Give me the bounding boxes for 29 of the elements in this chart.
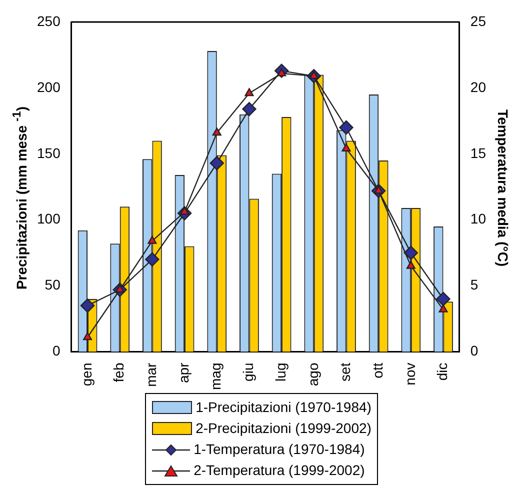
y2-tick-label: 25 <box>470 12 486 29</box>
x-tick-label: mag <box>208 362 224 390</box>
y2-tick-label: 15 <box>470 144 486 161</box>
y-tick-label: 150 <box>37 144 61 161</box>
y-tick-label: 250 <box>37 12 61 29</box>
y2-tick-label: 5 <box>470 276 478 293</box>
x-tick-label: mar <box>143 362 160 387</box>
x-tick-label: lug <box>272 362 288 382</box>
y-tick-label: 100 <box>37 210 61 227</box>
legend-label: 1-Temperatura (1970-1984) <box>194 440 365 459</box>
x-tick-label: gen <box>78 362 94 386</box>
y-tick-label: 50 <box>44 276 61 293</box>
y2-axis-title: Temperatura media (°C) <box>495 109 511 267</box>
y-tick-label: 200 <box>37 78 61 95</box>
legend-label: 2-Temperatura (1999-2002) <box>194 461 365 480</box>
x-tick-label: giu <box>240 362 256 382</box>
y2-tick-label: 10 <box>470 210 486 227</box>
legend-label: 1-Precipitazioni (1970-1984) <box>196 398 372 417</box>
x-tick-label: set <box>337 362 354 382</box>
x-tick-label: nov <box>402 362 418 386</box>
x-tick-label: dic <box>434 362 450 381</box>
x-tick-label: ott <box>369 362 386 378</box>
x-tick-label: feb <box>110 362 127 382</box>
x-tick-label: ago <box>304 362 321 386</box>
y-tick-label: 0 <box>52 342 61 359</box>
legend-label: 2-Precipitazioni (1999-2002) <box>196 419 372 438</box>
y2-tick-label: 0 <box>470 342 478 359</box>
y2-tick-label: 20 <box>470 78 486 95</box>
x-tick-label: apr <box>175 362 192 383</box>
